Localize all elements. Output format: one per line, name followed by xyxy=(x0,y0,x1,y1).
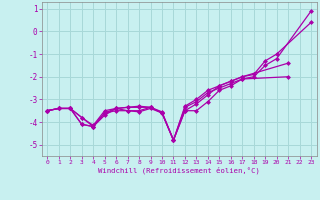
X-axis label: Windchill (Refroidissement éolien,°C): Windchill (Refroidissement éolien,°C) xyxy=(98,167,260,174)
